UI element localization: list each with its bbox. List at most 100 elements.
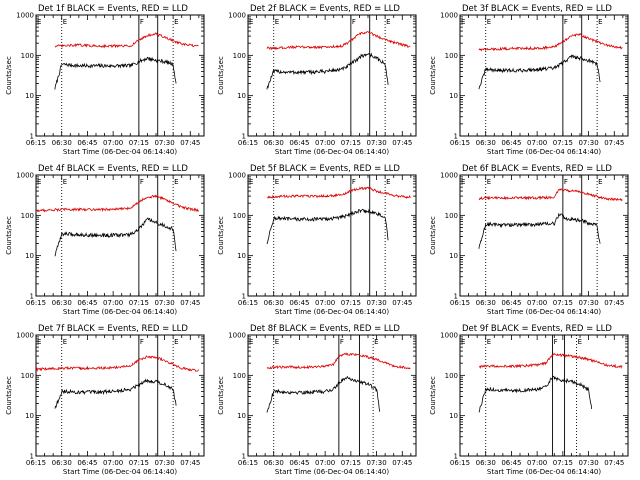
detector-panel: Det 1f BLACK = Events, RED = LLD 1 10 100 10… <box>5 4 205 156</box>
y-axis-label: Counts/sec <box>5 376 13 415</box>
marker-letter: E <box>487 338 491 346</box>
plot-frame <box>459 334 629 457</box>
x-tick-label: 07:30 <box>578 139 598 147</box>
events-series-line <box>54 56 177 90</box>
x-tick-label: 07:45 <box>604 139 624 147</box>
y-axis-label: Counts/sec <box>5 56 13 95</box>
y-tick-label: 1000 <box>16 332 34 340</box>
panel-title: Det 1f BLACK = Events, RED = LLD <box>38 4 188 14</box>
marker-letter: E <box>174 338 178 346</box>
y-tick-label: 1 <box>242 453 246 461</box>
marker-letter: F <box>352 178 356 186</box>
marker-letter: E <box>386 18 390 26</box>
marker-letter: E <box>249 178 253 186</box>
y-tick-label: 1000 <box>440 172 458 180</box>
x-tick-label: 06:45 <box>289 139 309 147</box>
marker-letter: E <box>249 338 253 346</box>
x-tick-label: 07:15 <box>129 459 149 467</box>
x-tick-label: 06:45 <box>77 299 97 307</box>
y-tick-label: 1000 <box>228 332 246 340</box>
y-tick-label: 100 <box>445 52 458 60</box>
plot-frame <box>35 14 205 137</box>
x-axis-label: Start Time (06-Dec-04 06:14:40) <box>275 148 389 156</box>
marker-letter: F <box>140 178 144 186</box>
events-series-line <box>478 375 593 413</box>
lld-series-line <box>266 352 411 370</box>
lld-series-line <box>266 31 411 51</box>
marker-letter: E <box>487 18 491 26</box>
x-tick-label: 06:30 <box>264 299 284 307</box>
plot-frame <box>459 14 629 137</box>
detector-panel: Det 3f BLACK = Events, RED = LLD 1 10 100 10… <box>429 4 629 156</box>
panel-title: Det 8f BLACK = Events, RED = LLD <box>250 324 400 334</box>
marker-letter: E <box>578 338 582 346</box>
marker-letter: E <box>461 338 465 346</box>
y-tick-label: 100 <box>233 52 246 60</box>
y-axis-label: Counts/sec <box>217 216 225 255</box>
marker-letter: E <box>37 338 41 346</box>
x-axis-label: Start Time (06-Dec-04 06:14:40) <box>275 468 389 476</box>
lld-series-line <box>478 187 623 202</box>
x-tick-label: 07:15 <box>553 139 573 147</box>
y-tick-label: 10 <box>25 92 34 100</box>
x-axis-label: Start Time (06-Dec-04 06:14:40) <box>487 308 601 316</box>
plot-frame <box>247 14 417 137</box>
y-tick-label: 1000 <box>228 172 246 180</box>
y-tick-label: 10 <box>25 412 34 420</box>
x-tick-label: 07:00 <box>103 459 123 467</box>
y-tick-label: 1 <box>242 133 246 141</box>
marker-letter: E <box>386 178 390 186</box>
detector-panel: Det 2f BLACK = Events, RED = LLD 1 10 100 10… <box>217 4 417 156</box>
x-tick-label: 07:45 <box>604 459 624 467</box>
y-tick-label: 1 <box>30 293 34 301</box>
x-tick-label: 06:15 <box>450 299 470 307</box>
lld-series-line <box>54 32 199 49</box>
x-tick-label: 07:00 <box>315 299 335 307</box>
events-series-line <box>266 208 389 245</box>
marker-letter: F <box>340 338 344 346</box>
x-axis-label: Start Time (06-Dec-04 06:14:40) <box>275 308 389 316</box>
y-axis-label: Counts/sec <box>429 56 437 95</box>
y-tick-label: 100 <box>21 372 34 380</box>
marker-letter: E <box>37 178 41 186</box>
y-tick-label: 10 <box>237 252 246 260</box>
x-tick-label: 06:15 <box>238 139 258 147</box>
plot-frame <box>35 174 205 297</box>
y-tick-label: 1 <box>454 453 458 461</box>
detector-panel: Det 8f BLACK = Events, RED = LLD 1 10 100 10… <box>217 324 417 476</box>
events-series-line <box>54 217 177 257</box>
x-tick-label: 07:30 <box>366 299 386 307</box>
x-tick-label: 07:45 <box>392 139 412 147</box>
y-tick-label: 100 <box>233 212 246 220</box>
y-tick-label: 1000 <box>16 172 34 180</box>
plot-frame <box>35 334 205 457</box>
x-tick-label: 06:30 <box>476 139 496 147</box>
events-series-line <box>266 52 389 90</box>
x-tick-label: 07:00 <box>103 299 123 307</box>
x-tick-label: 06:30 <box>264 139 284 147</box>
marker-letter: E <box>598 18 602 26</box>
y-tick-label: 1000 <box>228 12 246 20</box>
x-tick-label: 07:00 <box>527 139 547 147</box>
y-tick-label: 100 <box>445 212 458 220</box>
marker-letter: F <box>140 18 144 26</box>
x-tick-label: 06:45 <box>77 459 97 467</box>
x-tick-label: 07:00 <box>315 459 335 467</box>
x-tick-label: 07:00 <box>527 459 547 467</box>
y-tick-label: 100 <box>233 372 246 380</box>
y-tick-label: 100 <box>21 52 34 60</box>
marker-letter: E <box>63 178 67 186</box>
marker-letter: E <box>37 18 41 26</box>
y-tick-label: 1000 <box>440 12 458 20</box>
detector-panel: Det 7f BLACK = Events, RED = LLD 1 10 100 10… <box>5 324 205 476</box>
events-series-line <box>478 54 601 90</box>
x-tick-label: 07:45 <box>180 139 200 147</box>
x-tick-label: 07:45 <box>392 459 412 467</box>
x-axis-label: Start Time (06-Dec-04 06:14:40) <box>63 468 177 476</box>
events-series-line <box>266 375 381 413</box>
x-tick-label: 06:45 <box>501 459 521 467</box>
x-tick-label: 06:45 <box>501 139 521 147</box>
x-tick-label: 06:45 <box>289 299 309 307</box>
x-tick-label: 07:00 <box>103 139 123 147</box>
marker-letter: E <box>63 18 67 26</box>
